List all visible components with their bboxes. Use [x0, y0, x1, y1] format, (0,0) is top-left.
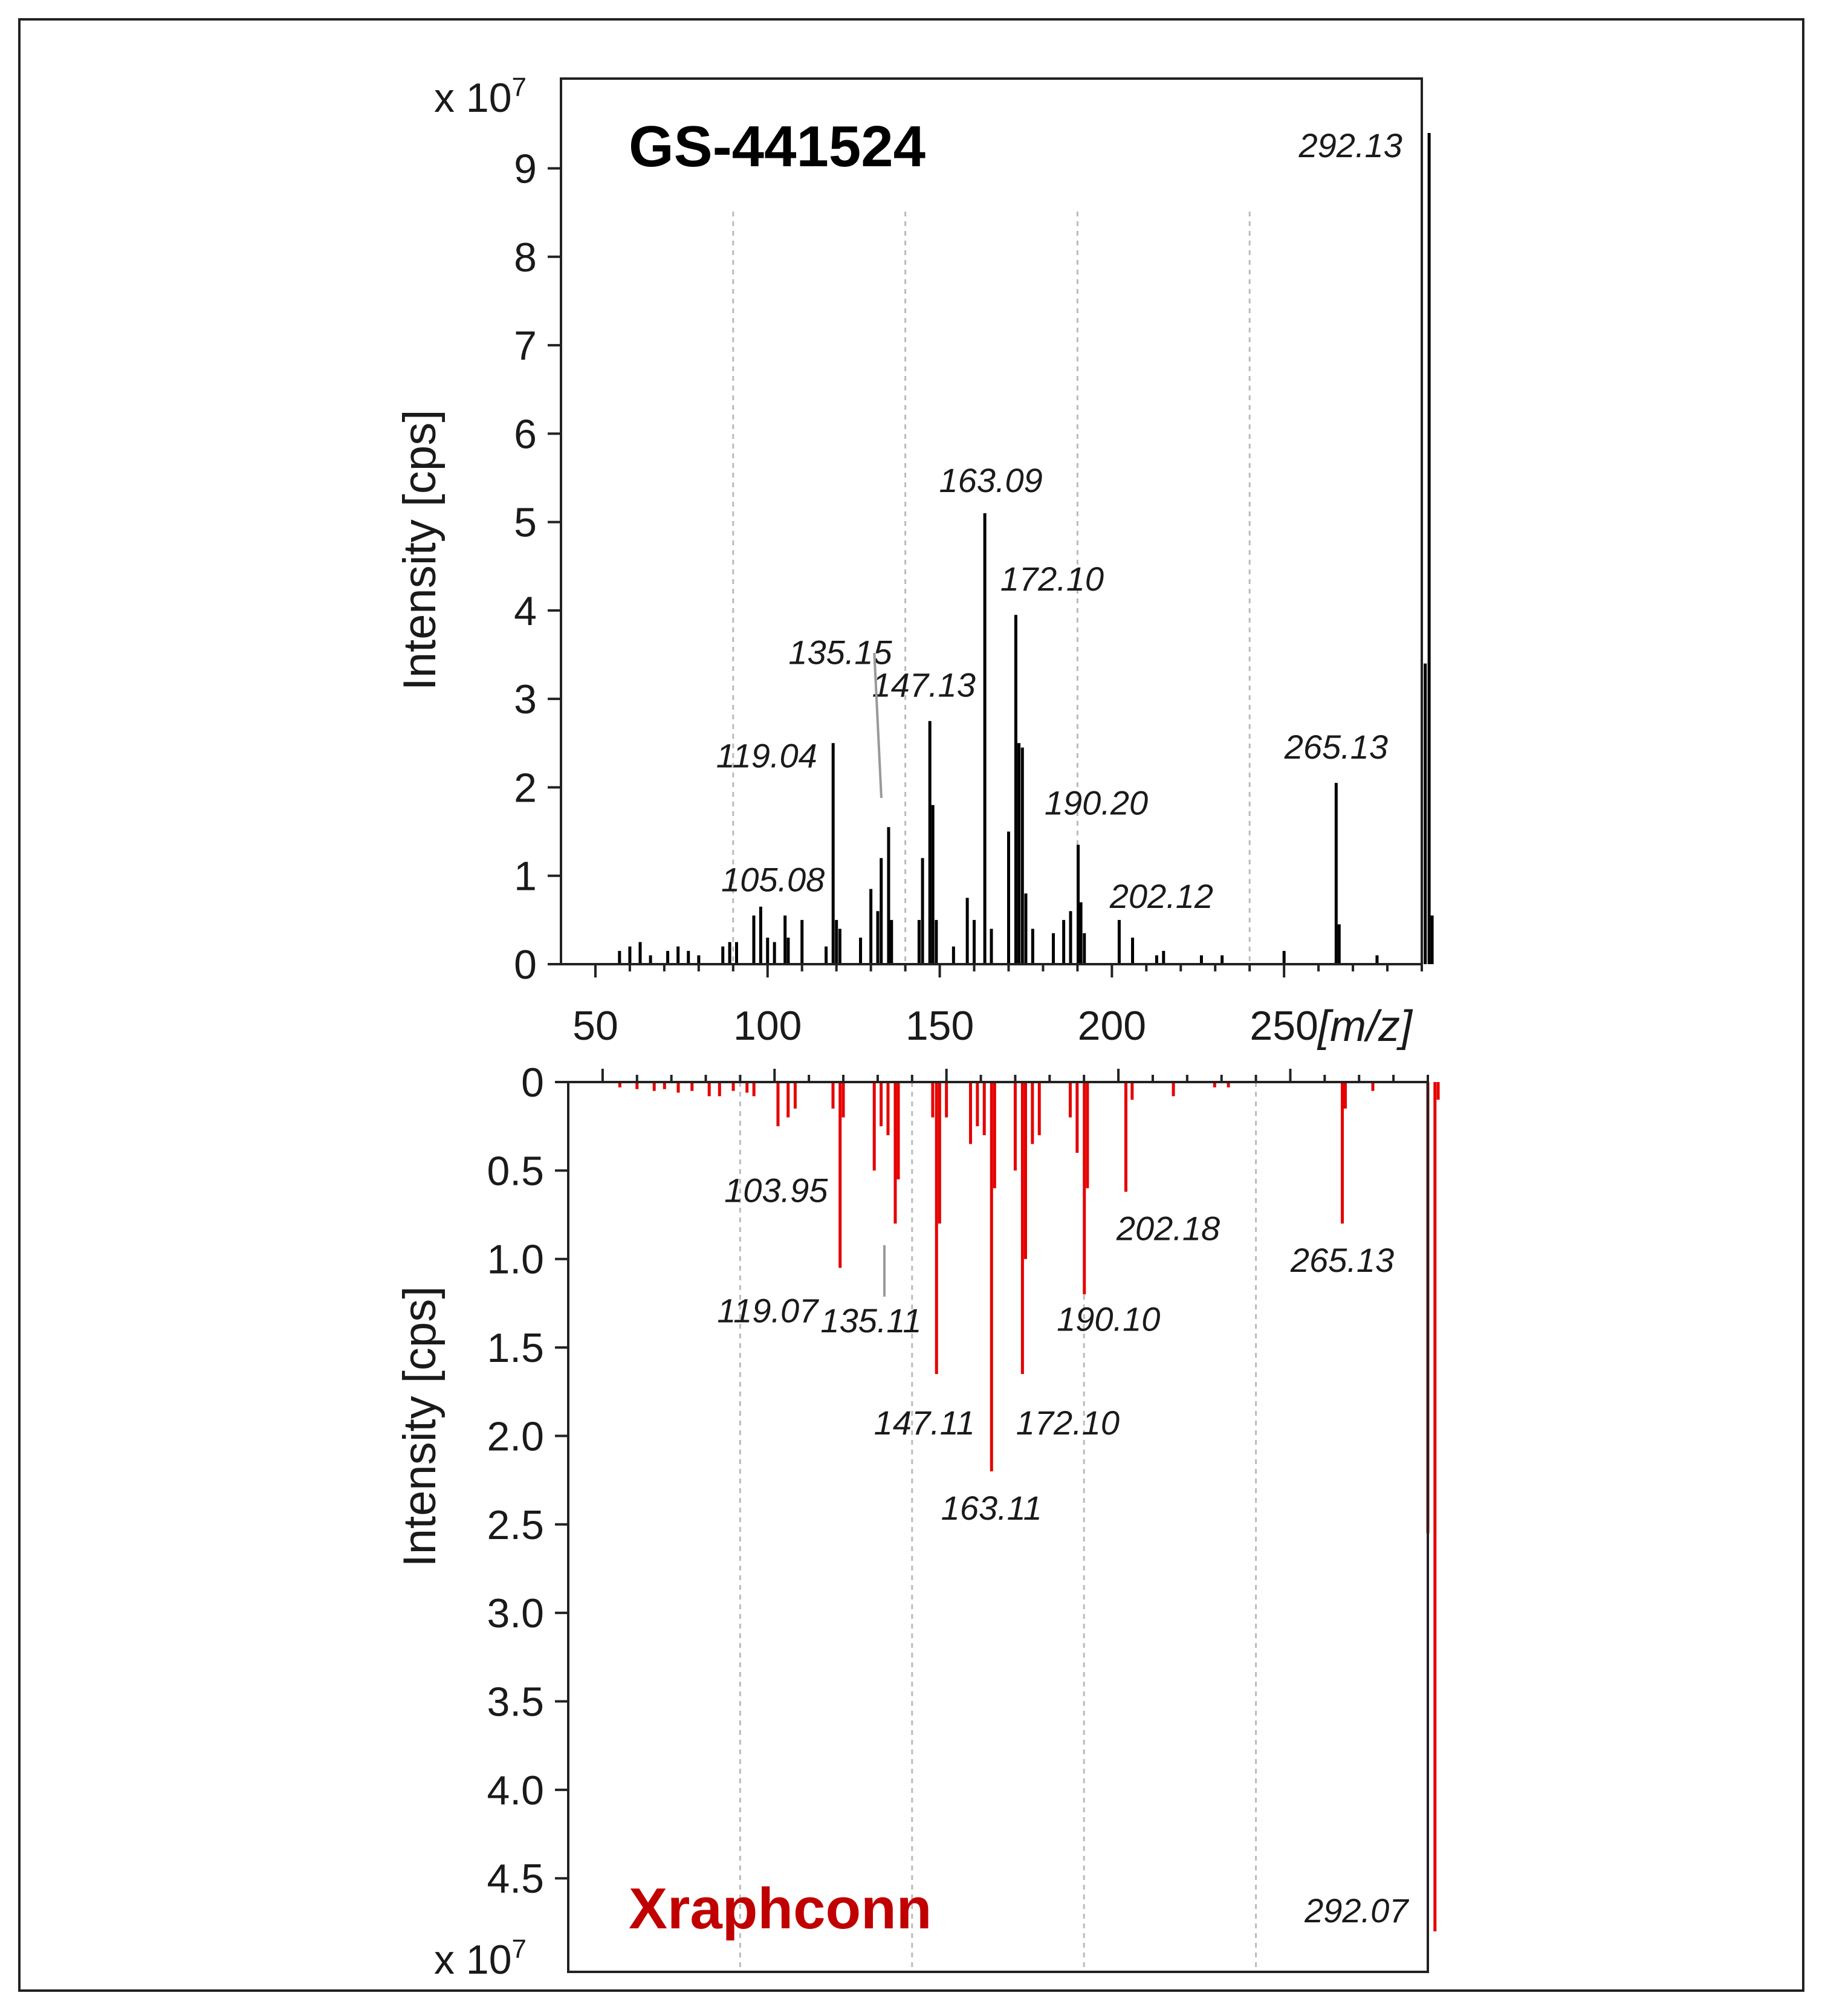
peak-annotation: 105.08 [721, 861, 825, 899]
y-tick-label: 2 [514, 765, 537, 811]
x-tick-label: 50 [572, 1003, 618, 1049]
peak-annotation: 103.95 [724, 1172, 828, 1210]
y-tick-label: 4.0 [487, 1768, 544, 1813]
y-tick-label: 1 [514, 854, 537, 899]
y-tick-label: 2.5 [487, 1502, 544, 1548]
top-x-ticks: 50 100 150 200 250 [572, 964, 1423, 1049]
bottom-x-ticks [601, 1069, 1429, 1082]
x-tick-label: 150 [906, 1003, 974, 1049]
y-tick-label: 5 [514, 500, 537, 546]
top-y-ticks: 0 1 2 3 4 5 6 7 8 9 [514, 146, 561, 988]
bottom-y-ticks: 0 0.5 1.0 1.5 2.0 2.5 3.0 3.5 4.0 4.5 [487, 1060, 568, 1902]
top-panel: 0 1 2 3 4 5 6 7 8 9 50 100 150 200 250 292.13 163.09 17… [394, 73, 1434, 1051]
x-axis-label: [m/z] [1317, 1002, 1413, 1051]
peak-annotation: 147.13 [872, 666, 976, 704]
y-tick-label: 4.5 [487, 1856, 544, 1902]
peak-annotation: 265.13 [1284, 728, 1388, 766]
peak-annotation: 172.10 [1000, 560, 1104, 598]
y-tick-label: 1.0 [487, 1237, 544, 1283]
peak-annotation: 163.11 [941, 1489, 1042, 1527]
y-tick-label: 0 [521, 1060, 544, 1106]
y-tick-label: 3 [514, 676, 537, 722]
peak-annotation: 147.11 [874, 1404, 975, 1442]
y-tick-label: 6 [514, 411, 537, 457]
y-tick-label: 3.0 [487, 1590, 544, 1636]
bottom-y-multiplier: x 107 [434, 1934, 527, 1983]
peak-annotation: 265.13 [1290, 1241, 1394, 1279]
top-multiplier-exp: 7 [512, 73, 527, 102]
y-tick-label: 0.5 [487, 1148, 544, 1194]
peak-annotation: 292.07 [1304, 1891, 1409, 1930]
bottom-panel: 0 0.5 1.0 1.5 2.0 2.5 3.0 3.5 4.0 4.5 103.95 119.0… [394, 1060, 1440, 1983]
bottom-multiplier-base: x 10 [434, 1937, 512, 1983]
x-tick-label: 200 [1078, 1003, 1146, 1049]
y-tick-label: 7 [514, 323, 537, 369]
y-tick-label: 4 [514, 588, 537, 634]
x-tick-label: 100 [733, 1003, 802, 1049]
peak-annotation: 135.11 [820, 1301, 921, 1340]
top-multiplier-base: x 10 [434, 75, 512, 121]
peak-annotation: 292.13 [1298, 126, 1402, 164]
y-tick-label: 3.5 [487, 1679, 544, 1725]
figure-frame [18, 18, 1804, 1992]
bottom-peaks [618, 1082, 1440, 1931]
leader-line [873, 652, 883, 799]
peak-annotation: 190.10 [1057, 1300, 1160, 1338]
top-y-multiplier: x 107 [434, 73, 527, 121]
peak-annotation: 119.07 [717, 1291, 819, 1329]
top-peaks [618, 133, 1434, 964]
peak-annotation: 202.12 [1109, 877, 1213, 915]
y-tick-label: 1.5 [487, 1325, 544, 1371]
bottom-y-axis-label: Intensity [cps] [394, 1286, 446, 1567]
bottom-plot-frame [567, 1081, 1429, 1973]
y-tick-label: 8 [514, 235, 537, 280]
peak-annotation: 163.09 [939, 461, 1042, 499]
peak-annotation: 190.20 [1045, 784, 1148, 822]
top-panel-title: GS-441524 [629, 114, 925, 179]
peak-annotation: 119.04 [716, 736, 817, 774]
bottom-panel-title: Xraphconn [629, 1876, 932, 1941]
bottom-peak-labels: 103.95 119.07 135.11 147.11 163.11 172.10 190.… [717, 1172, 1409, 1930]
y-tick-label: 0 [514, 942, 537, 988]
y-tick-label: 2.0 [487, 1413, 544, 1459]
y-tick-label: 9 [514, 146, 537, 192]
peak-annotation: 172.10 [1016, 1404, 1120, 1442]
bottom-multiplier-exp: 7 [512, 1934, 527, 1964]
top-plot-frame [560, 77, 1423, 965]
top-y-axis-label: Intensity [cps] [394, 410, 446, 691]
x-tick-label: 250 [1250, 1003, 1318, 1049]
peak-annotation: 202.18 [1116, 1209, 1220, 1247]
top-gridlines [732, 212, 1251, 964]
